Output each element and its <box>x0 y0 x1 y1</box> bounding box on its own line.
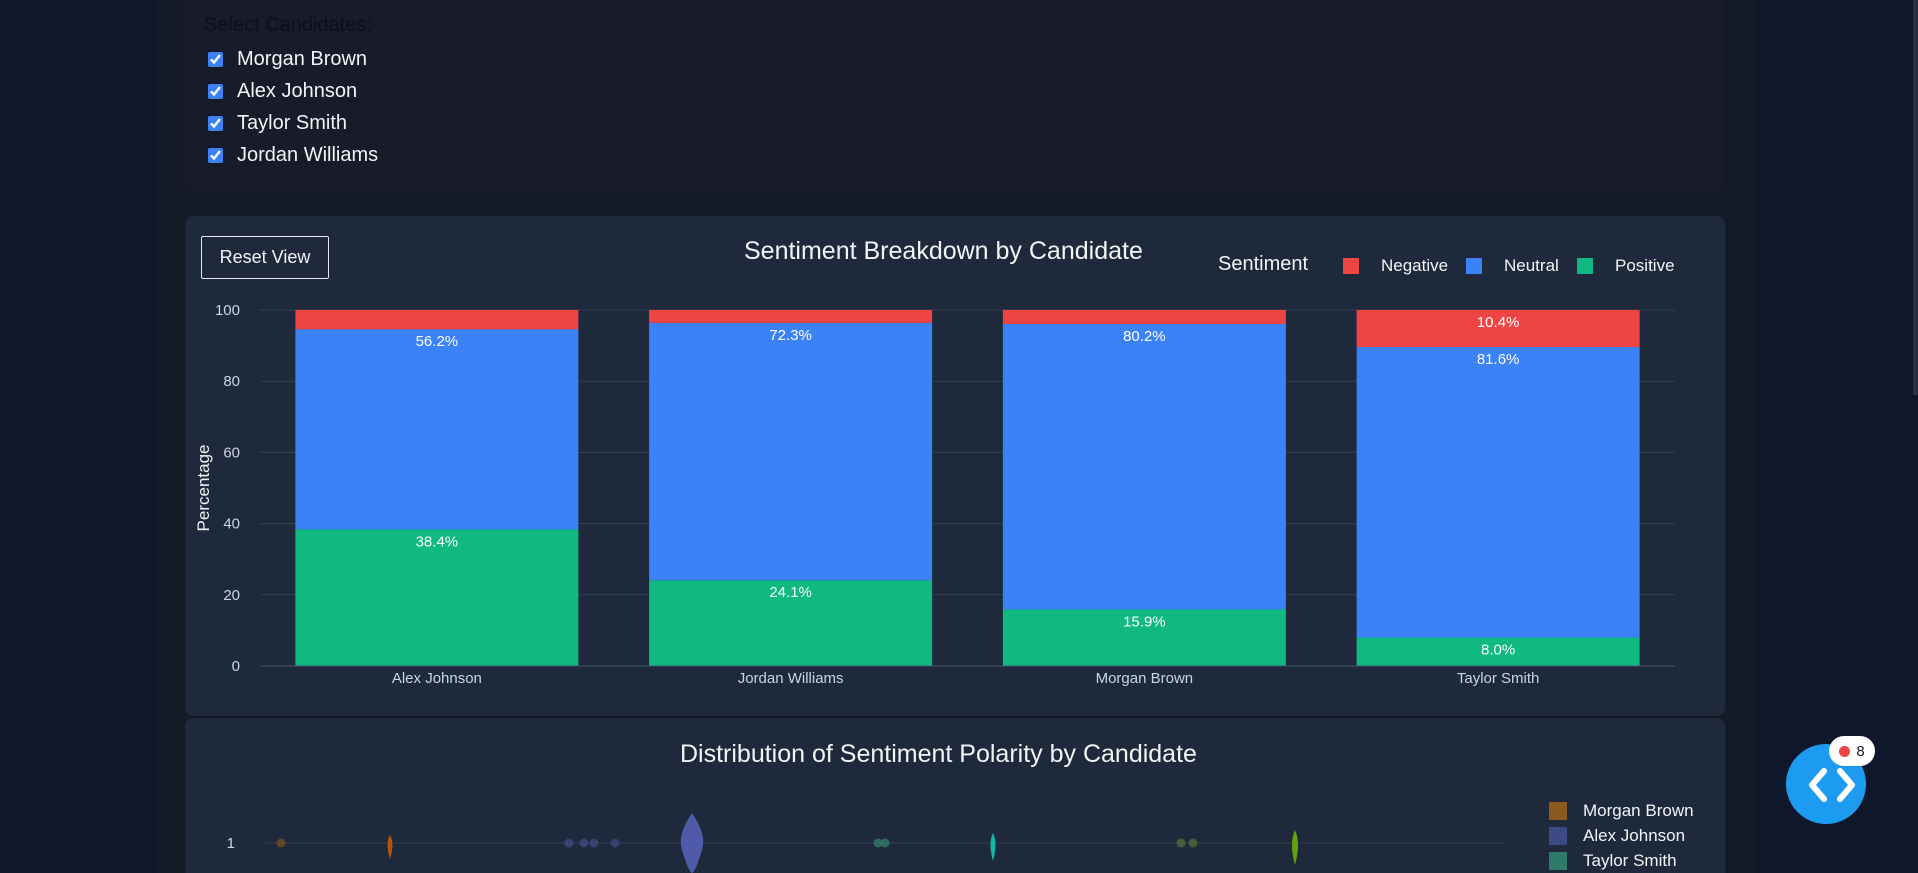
dist-legend-item-taylor-smith[interactable]: Taylor Smith <box>1549 851 1677 871</box>
y-tick-label: 60 <box>223 444 240 461</box>
candidate-filter-panel <box>185 0 1725 191</box>
legend-label: Alex Johnson <box>1583 826 1686 845</box>
bar-segment-neutral[interactable] <box>295 329 579 530</box>
violin-shape <box>680 813 704 873</box>
bar-segment-negative[interactable] <box>1356 310 1640 348</box>
bar-segment-neutral[interactable] <box>1356 347 1640 638</box>
badge-count: 8 <box>1856 742 1865 760</box>
outlier-point <box>579 838 589 848</box>
candidate-filter-title: Select Candidates: <box>204 14 372 36</box>
bar-segment-positive[interactable] <box>1356 637 1640 666</box>
data-label: 81.6% <box>1477 351 1520 368</box>
candidate-checkbox[interactable] <box>208 83 223 99</box>
data-label: 72.3% <box>769 327 812 344</box>
y-tick-label: 80 <box>223 373 240 390</box>
dist-legend-item-alex-johnson[interactable]: Alex Johnson <box>1549 826 1685 846</box>
bar-segment-positive[interactable] <box>295 529 579 666</box>
legend-swatch <box>1549 827 1567 845</box>
bar-segment-neutral[interactable] <box>649 322 933 581</box>
legend-item-negative[interactable]: Negative <box>1343 256 1448 276</box>
candidate-checkbox[interactable] <box>208 147 223 163</box>
bar-segment-negative[interactable] <box>649 310 933 323</box>
sentiment-bar-chart[interactable]: 0 20 40 60 80 100 Percentage 38.4% 56.2% Alex Joh… <box>185 290 1725 690</box>
outlier-point <box>589 838 599 848</box>
legend-swatch <box>1549 852 1567 870</box>
distribution-chart-title: Distribution of Sentiment Polarity by Ca… <box>680 740 1197 768</box>
candidate-checkbox[interactable] <box>208 115 223 131</box>
bar-segment-neutral[interactable] <box>1002 323 1286 610</box>
outlier-point <box>276 838 286 848</box>
y-axis-label: Percentage <box>194 445 213 532</box>
x-tick-label: Jordan Williams <box>738 670 844 687</box>
data-label: 15.9% <box>1123 613 1166 630</box>
y-tick-label: 40 <box>223 516 240 533</box>
y-tick-label: 100 <box>215 302 240 319</box>
record-dot-icon <box>1839 745 1851 757</box>
y-tick-label: 1 <box>227 835 235 852</box>
outlier-point <box>873 838 883 848</box>
legend-swatch <box>1343 258 1359 274</box>
bar-segment-positive[interactable] <box>1002 609 1286 666</box>
dist-legend-item-morgan-brown[interactable]: Morgan Brown <box>1549 801 1694 821</box>
legend-label: Negative <box>1381 256 1449 275</box>
legend-label: Taylor Smith <box>1583 851 1677 870</box>
candidate-label: Morgan Brown <box>237 47 368 70</box>
code-icon <box>1809 768 1855 802</box>
candidate-label: Taylor Smith <box>237 111 348 134</box>
candidate-option-morgan-brown[interactable]: Morgan Brown <box>208 45 367 73</box>
legend-swatch <box>1577 258 1593 274</box>
x-tick-label: Morgan Brown <box>1096 670 1194 687</box>
legend-item-neutral[interactable]: Neutral <box>1466 256 1559 276</box>
y-tick-label: 0 <box>232 658 240 675</box>
violin-shape <box>990 833 996 861</box>
bar-segment-negative[interactable] <box>1002 310 1286 324</box>
y-tick-label: 20 <box>223 587 240 604</box>
data-label: 56.2% <box>416 333 459 350</box>
data-label: 8.0% <box>1481 642 1515 659</box>
violin-shape <box>1292 830 1298 865</box>
candidate-checkbox[interactable] <box>208 51 223 67</box>
candidate-option-alex-johnson[interactable]: Alex Johnson <box>208 77 357 105</box>
data-label: 38.4% <box>416 533 459 550</box>
chart-title: Sentiment Breakdown by Candidate <box>744 237 1143 265</box>
legend-label: Neutral <box>1504 256 1559 275</box>
outlier-point <box>880 838 890 848</box>
x-tick-label: Taylor Smith <box>1457 670 1540 687</box>
legend-swatch <box>1466 258 1482 274</box>
outlier-point <box>564 838 574 848</box>
legend-label: Positive <box>1615 256 1675 275</box>
candidate-option-jordan-williams[interactable]: Jordan Williams <box>208 141 378 169</box>
bar-segment-positive[interactable] <box>649 580 933 666</box>
candidate-label: Jordan Williams <box>237 143 379 166</box>
outlier-point <box>1188 838 1198 848</box>
candidate-label: Alex Johnson <box>237 79 358 102</box>
legend-label: Morgan Brown <box>1583 801 1694 820</box>
distribution-chart-card <box>185 718 1725 873</box>
data-label: 24.1% <box>769 584 812 601</box>
reset-view-button[interactable]: Reset View <box>201 236 329 279</box>
violin-chart[interactable]: 1 <box>185 795 1515 873</box>
outlier-point <box>1176 838 1186 848</box>
legend-item-positive[interactable]: Positive <box>1577 256 1675 276</box>
outlier-point <box>610 838 620 848</box>
violin-shape <box>387 835 393 859</box>
legend-title: Sentiment <box>1218 253 1309 275</box>
x-tick-label: Alex Johnson <box>392 670 482 687</box>
bar-segment-negative[interactable] <box>295 310 579 330</box>
data-label: 80.2% <box>1123 328 1166 345</box>
legend-swatch <box>1549 802 1567 820</box>
candidate-option-taylor-smith[interactable]: Taylor Smith <box>208 109 347 137</box>
scrollbar-thumb[interactable] <box>1913 0 1918 395</box>
notification-badge[interactable]: 8 <box>1829 736 1875 766</box>
data-label: 10.4% <box>1477 314 1520 331</box>
